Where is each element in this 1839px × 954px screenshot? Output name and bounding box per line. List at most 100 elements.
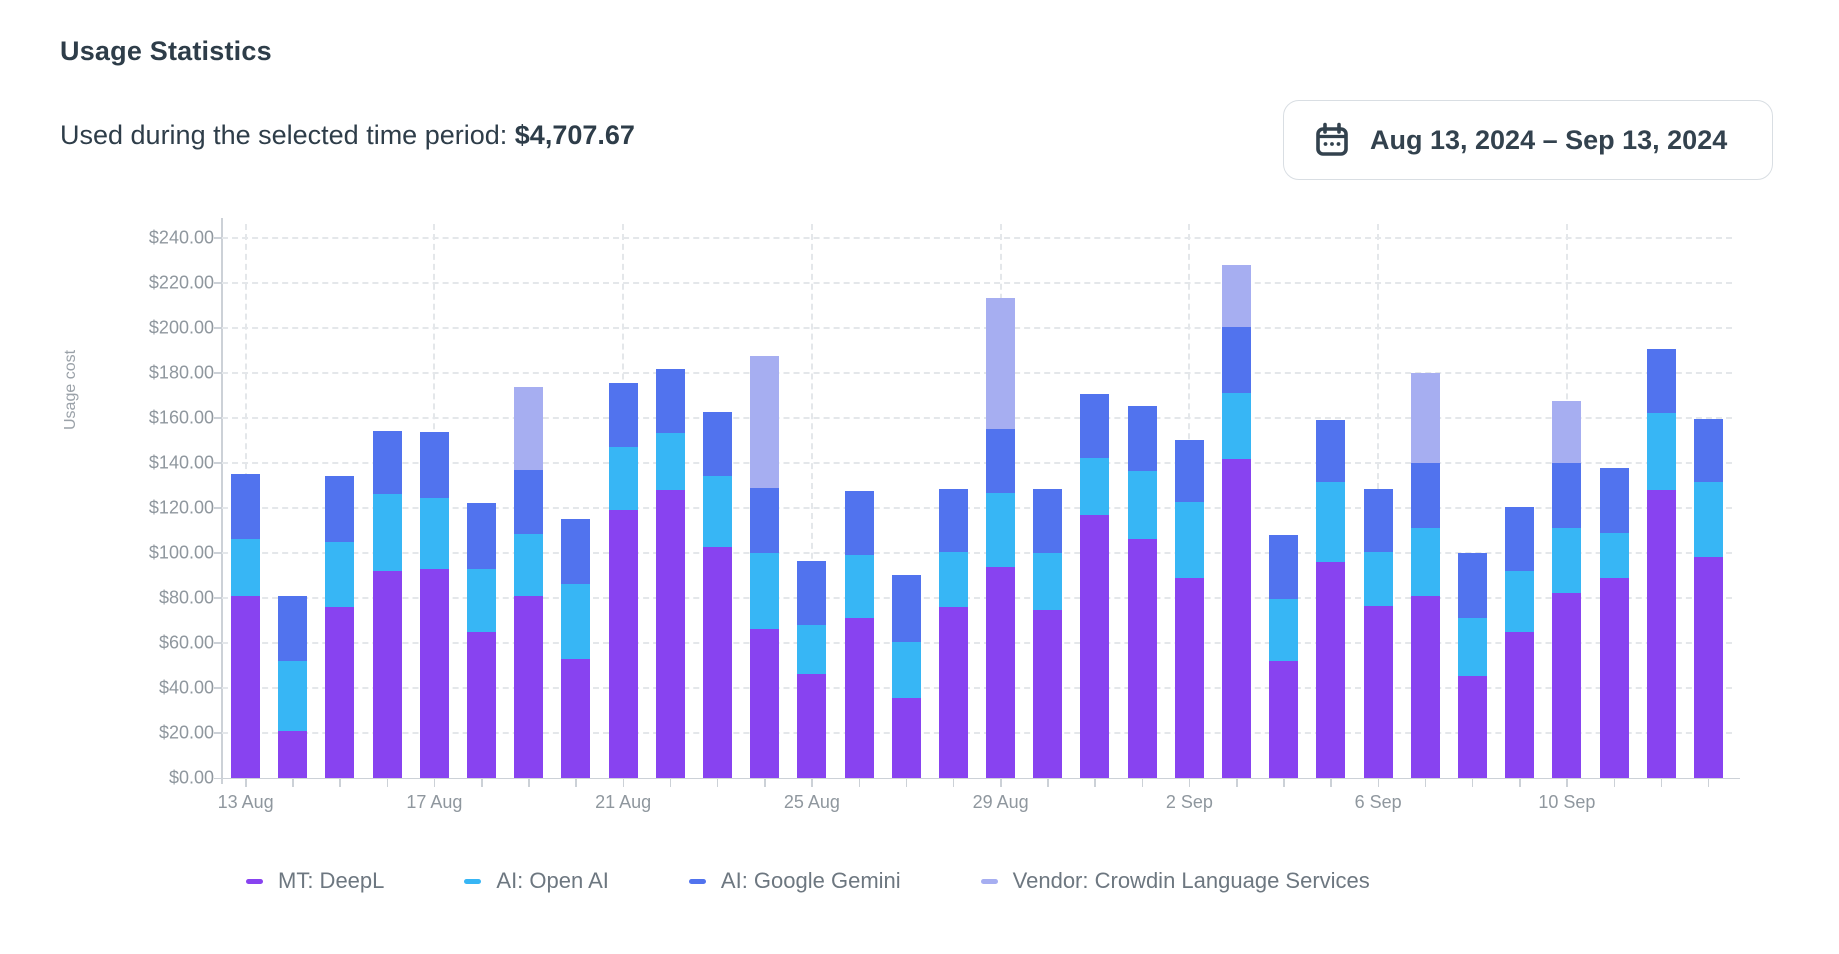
bar-segment[interactable] [1410, 595, 1440, 778]
bar-31-aug[interactable] [1080, 394, 1110, 778]
bar-segment[interactable] [1646, 413, 1676, 490]
bar-segment[interactable] [1174, 502, 1204, 578]
bar-24-aug[interactable] [750, 355, 780, 778]
bar-segment[interactable] [1457, 618, 1487, 676]
bar-segment[interactable] [372, 494, 402, 571]
bar-16-aug[interactable] [372, 431, 402, 778]
bar-segment[interactable] [1174, 440, 1204, 503]
bar-segment[interactable] [278, 730, 308, 778]
bar-segment[interactable] [986, 428, 1016, 494]
bar-segment[interactable] [561, 519, 591, 585]
bar-segment[interactable] [1080, 458, 1110, 515]
bar-segment[interactable] [561, 584, 591, 659]
bar-28-aug[interactable] [938, 488, 968, 778]
bar-segment[interactable] [702, 547, 732, 778]
bar-segment[interactable] [231, 474, 261, 540]
bar-segment[interactable] [702, 412, 732, 477]
bar-segment[interactable] [1269, 598, 1299, 661]
bar-segment[interactable] [608, 382, 638, 447]
bar-segment[interactable] [986, 493, 1016, 568]
bar-7-sep[interactable] [1410, 372, 1440, 778]
bar-segment[interactable] [419, 432, 449, 498]
bar-segment[interactable] [1127, 470, 1157, 540]
bar-segment[interactable] [986, 298, 1016, 429]
bar-segment[interactable] [1693, 481, 1723, 558]
bar-4-sep[interactable] [1269, 534, 1299, 778]
bar-segment[interactable] [938, 606, 968, 778]
bar-segment[interactable] [1127, 406, 1157, 471]
bar-14-aug[interactable] [278, 595, 308, 778]
bar-9-sep[interactable] [1505, 506, 1535, 778]
bar-segment[interactable] [844, 555, 874, 619]
bar-segment[interactable] [325, 476, 355, 542]
bar-segment[interactable] [891, 641, 921, 699]
bar-segment[interactable] [938, 551, 968, 607]
bar-5-sep[interactable] [1316, 419, 1346, 778]
bar-segment[interactable] [1080, 514, 1110, 778]
bar-segment[interactable] [1505, 570, 1535, 632]
bar-segment[interactable] [1174, 577, 1204, 778]
bar-29-aug[interactable] [986, 298, 1016, 778]
bar-segment[interactable] [1457, 552, 1487, 619]
bar-segment[interactable] [1410, 372, 1440, 463]
legend-item-google-gemini[interactable]: AI: Google Gemini [688, 868, 901, 894]
bar-25-aug[interactable] [797, 560, 827, 778]
bar-13-aug[interactable] [231, 474, 261, 778]
bar-segment[interactable] [1222, 326, 1252, 393]
bar-segment[interactable] [1457, 675, 1487, 778]
bar-15-aug[interactable] [325, 476, 355, 778]
bar-20-aug[interactable] [561, 519, 591, 778]
bar-segment[interactable] [1552, 462, 1582, 529]
bar-segment[interactable] [891, 698, 921, 778]
legend-item-deepl[interactable]: MT: DeepL [246, 868, 384, 894]
bar-18-aug[interactable] [467, 503, 497, 778]
bar-segment[interactable] [467, 503, 497, 569]
bar-segment[interactable] [797, 674, 827, 778]
bar-segment[interactable] [1599, 532, 1629, 578]
legend-item-crowdin-language-services[interactable]: Vendor: Crowdin Language Services [980, 868, 1370, 894]
bar-segment[interactable] [1033, 610, 1063, 778]
bar-segment[interactable] [372, 431, 402, 495]
bar-segment[interactable] [844, 490, 874, 556]
bar-2-sep[interactable] [1174, 440, 1204, 778]
bar-23-aug[interactable] [702, 412, 732, 778]
bar-segment[interactable] [372, 570, 402, 778]
bar-26-aug[interactable] [844, 490, 874, 778]
bar-segment[interactable] [231, 539, 261, 596]
bar-segment[interactable] [1222, 459, 1252, 778]
date-range-picker[interactable]: Aug 13, 2024 – Sep 13, 2024 [1283, 100, 1773, 180]
bar-segment[interactable] [325, 541, 355, 607]
bar-10-sep[interactable] [1552, 400, 1582, 778]
bar-segment[interactable] [797, 624, 827, 675]
bar-1-sep[interactable] [1127, 406, 1157, 778]
bar-13-sep[interactable] [1693, 418, 1723, 778]
bar-segment[interactable] [938, 488, 968, 552]
bar-3-sep[interactable] [1222, 264, 1252, 778]
bar-segment[interactable] [608, 510, 638, 778]
bar-segment[interactable] [514, 595, 544, 778]
bar-segment[interactable] [1693, 557, 1723, 778]
bar-segment[interactable] [1033, 488, 1063, 553]
bar-segment[interactable] [655, 433, 685, 490]
bar-segment[interactable] [655, 369, 685, 434]
bar-segment[interactable] [750, 487, 780, 553]
bar-segment[interactable] [561, 658, 591, 778]
bar-segment[interactable] [1410, 528, 1440, 596]
bar-segment[interactable] [750, 629, 780, 778]
bar-segment[interactable] [1552, 528, 1582, 594]
bar-segment[interactable] [702, 476, 732, 548]
bar-segment[interactable] [1505, 506, 1535, 571]
bar-12-sep[interactable] [1646, 349, 1676, 778]
bar-19-aug[interactable] [514, 387, 544, 778]
bar-segment[interactable] [1269, 534, 1299, 599]
bar-segment[interactable] [891, 575, 921, 642]
bar-17-aug[interactable] [419, 432, 449, 778]
bar-segment[interactable] [1552, 593, 1582, 778]
bar-segment[interactable] [325, 606, 355, 778]
bar-8-sep[interactable] [1457, 552, 1487, 778]
bar-segment[interactable] [844, 618, 874, 778]
bar-segment[interactable] [797, 560, 827, 625]
bar-segment[interactable] [608, 446, 638, 511]
bar-11-sep[interactable] [1599, 468, 1629, 778]
bar-segment[interactable] [1080, 394, 1110, 459]
